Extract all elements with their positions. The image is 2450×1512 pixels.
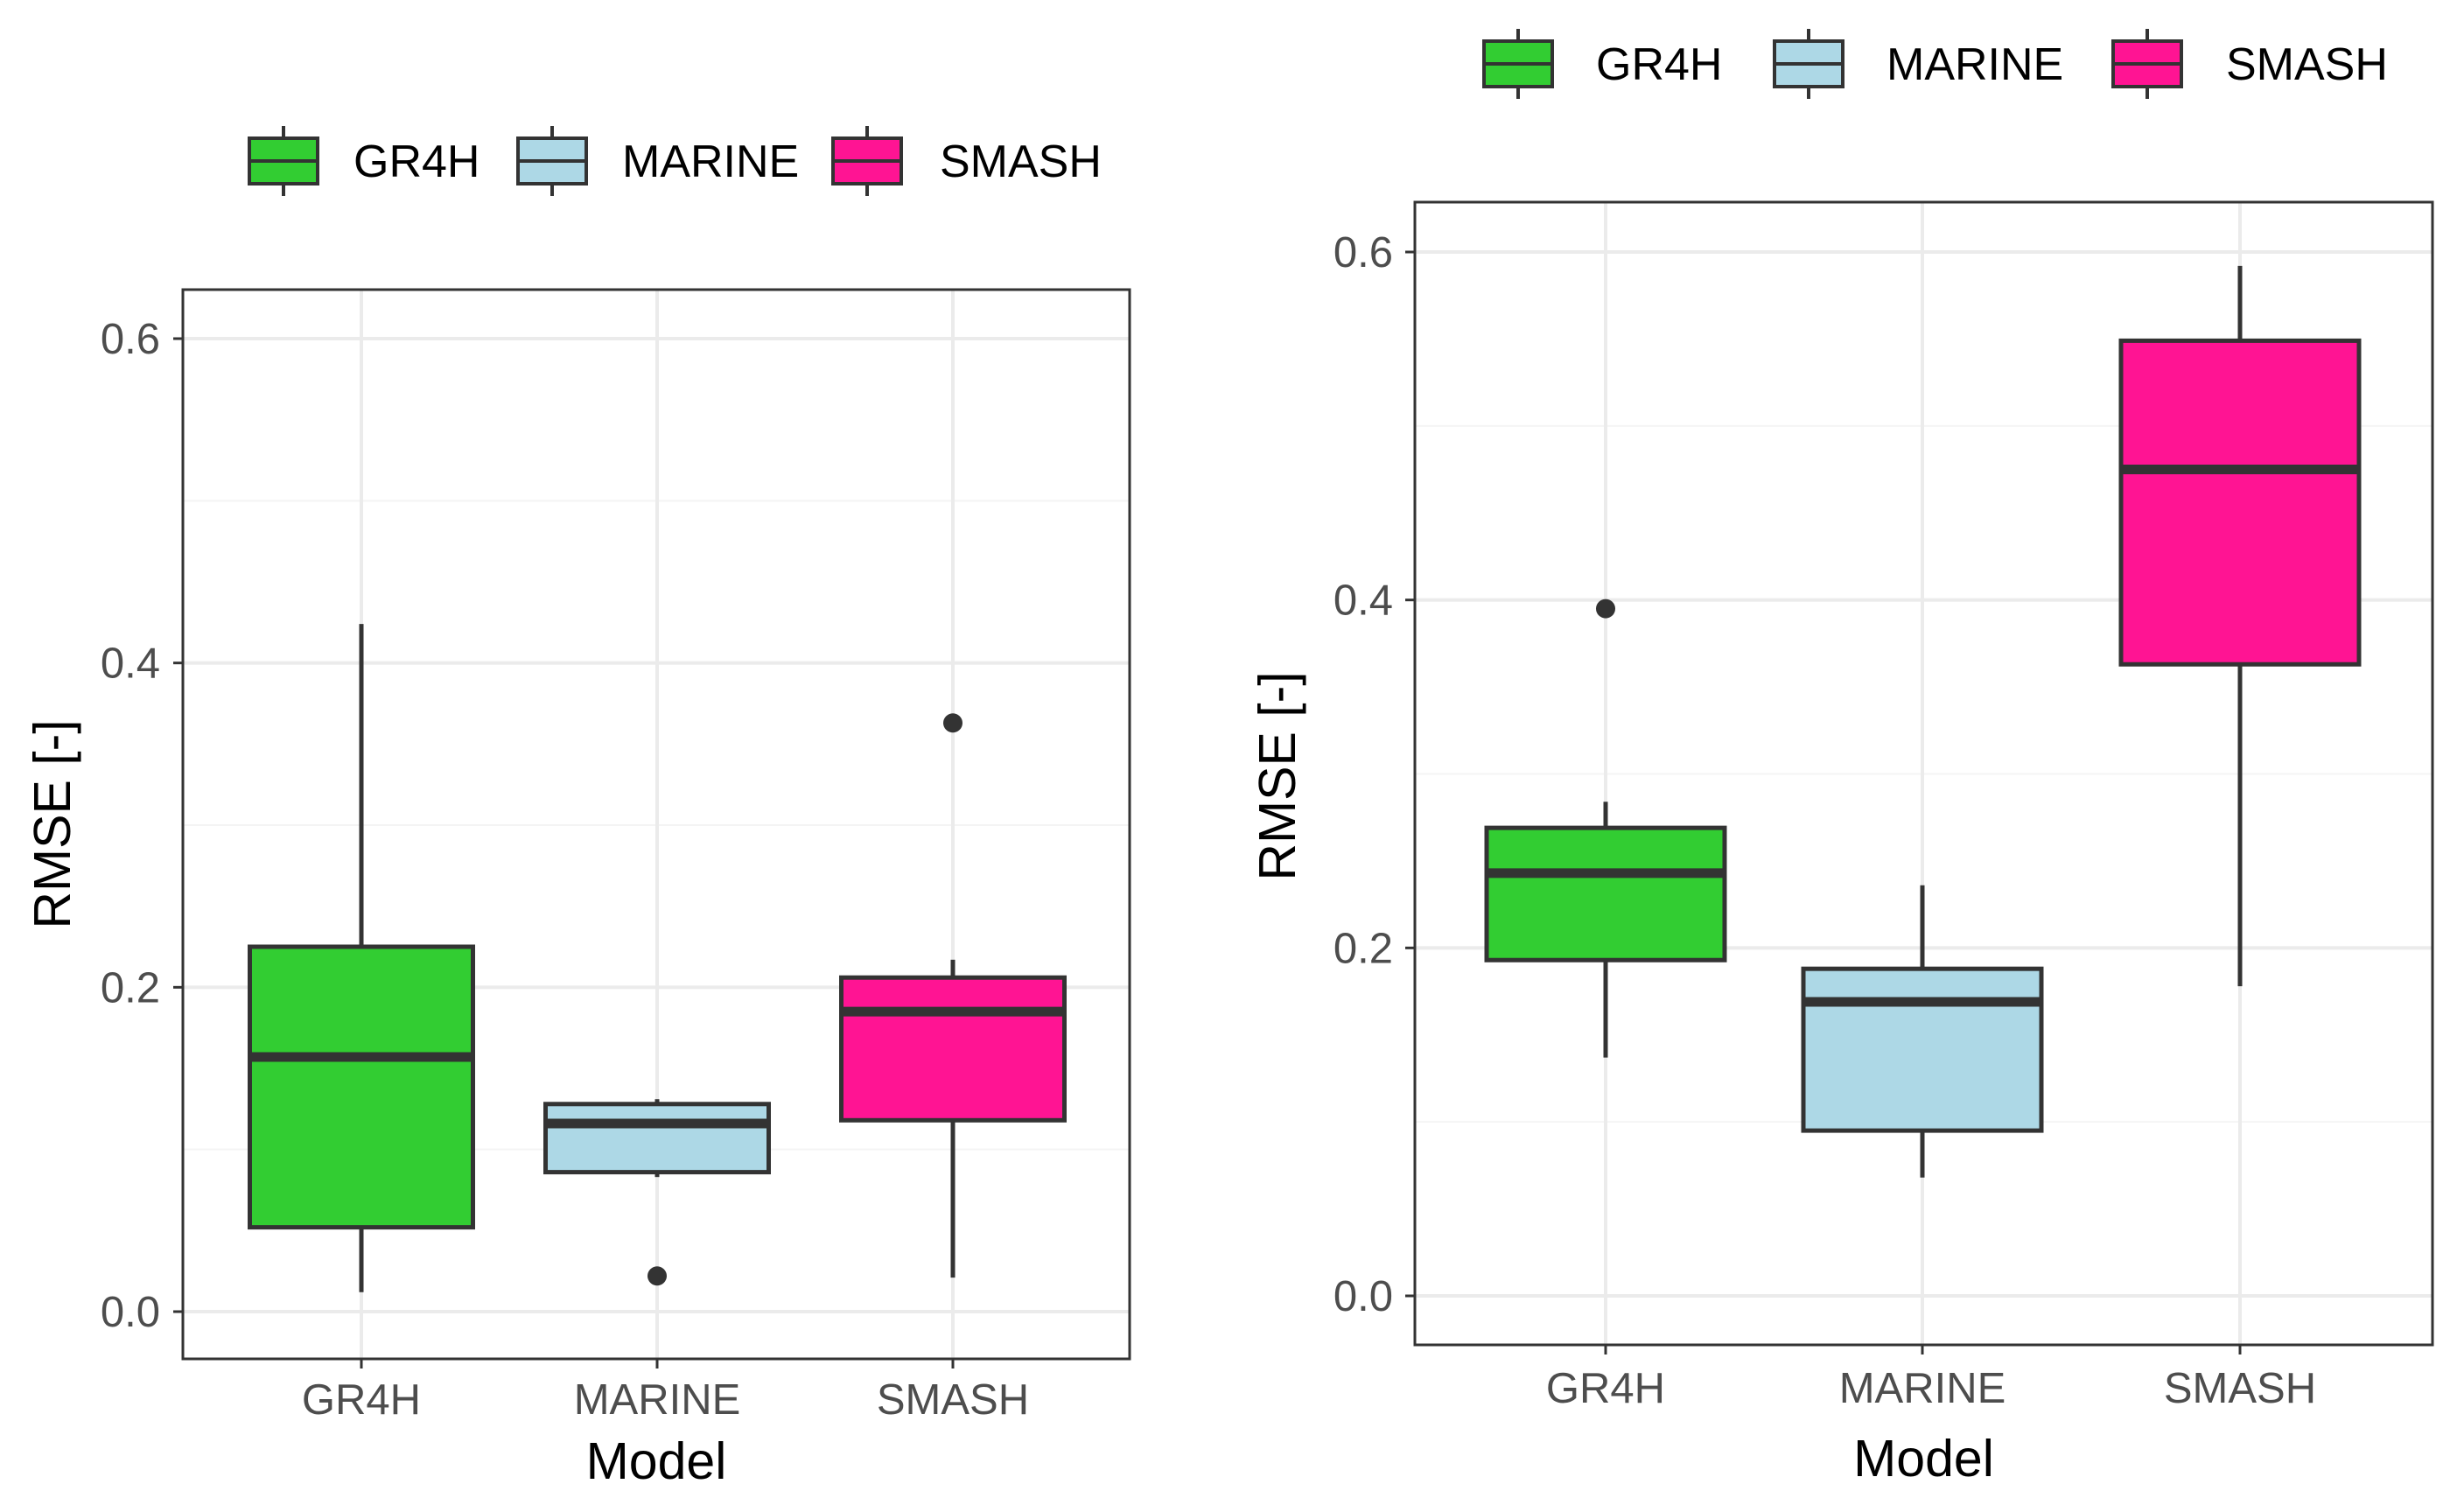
legend: GR4H MARINE SMASH <box>248 126 1102 196</box>
x-tick-label: GR4H <box>302 1376 421 1424</box>
legend-label: MARINE <box>1886 39 2063 90</box>
box-marine <box>543 1099 771 1286</box>
box-body <box>2118 338 2362 667</box>
x-tick-label: MARINE <box>574 1376 741 1424</box>
box-body <box>1801 966 2044 1133</box>
x-tick-label: GR4H <box>1546 1365 1665 1412</box>
legend-item-marine: MARINE <box>1773 29 2063 99</box>
box-smash <box>839 713 1067 1278</box>
x-tick-label: SMASH <box>877 1376 1029 1424</box>
box-body <box>248 944 475 1230</box>
legend-label: GR4H <box>354 136 480 187</box>
legend-label: SMASH <box>2226 39 2388 90</box>
y-tick-label: 0.0 <box>1334 1273 1393 1320</box>
y-tick-label: 0.4 <box>1334 578 1393 625</box>
x-tick-label: MARINE <box>1839 1365 2006 1412</box>
y-tick-label: 0.6 <box>101 316 160 363</box>
legend-item-smash: SMASH <box>2111 29 2388 99</box>
y-tick-label: 0.4 <box>101 640 160 688</box>
y-axis-title: RMSE [-] <box>24 719 81 928</box>
legend-item-smash: SMASH <box>831 126 1102 196</box>
legend: GR4H MARINE SMASH <box>1482 29 2388 99</box>
x-axis-title: Model <box>586 1432 727 1490</box>
legend-label: GR4H <box>1596 39 1722 90</box>
y-tick-label: 0.6 <box>1334 229 1393 276</box>
legend-item-gr4h: GR4H <box>1482 29 1722 99</box>
box-gr4h <box>1484 598 1727 1058</box>
x-tick-label: SMASH <box>2164 1365 2316 1412</box>
legend-item-gr4h: GR4H <box>248 126 480 196</box>
legend-label: MARINE <box>622 136 799 187</box>
box-body <box>839 975 1067 1123</box>
y-tick-label: 0.0 <box>101 1289 160 1336</box>
box-body <box>1484 825 1727 962</box>
legend-label: SMASH <box>940 136 1102 187</box>
outlier-point <box>943 713 962 733</box>
box-gr4h <box>248 624 475 1292</box>
box-smash <box>2118 265 2362 987</box>
outlier-point <box>648 1266 667 1286</box>
panel-1: 0.0 0.2 0.4 0.6 GR4H MARINE SMASH Model RMSE [-]… <box>24 126 1131 1490</box>
y-tick-label: 0.2 <box>1334 925 1393 972</box>
x-axis-title: Model <box>1853 1430 1994 1488</box>
legend-item-marine: MARINE <box>516 126 799 196</box>
box-body <box>543 1102 771 1175</box>
outlier-point <box>1596 598 1615 619</box>
panel-2: 0.0 0.2 0.4 0.6 GR4H MARINE SMASH Model RMSE [-]… <box>1249 29 2434 1488</box>
box-marine <box>1801 885 2044 1178</box>
y-axis-title: RMSE [-] <box>1249 671 1306 880</box>
y-tick-label: 0.2 <box>101 964 160 1012</box>
